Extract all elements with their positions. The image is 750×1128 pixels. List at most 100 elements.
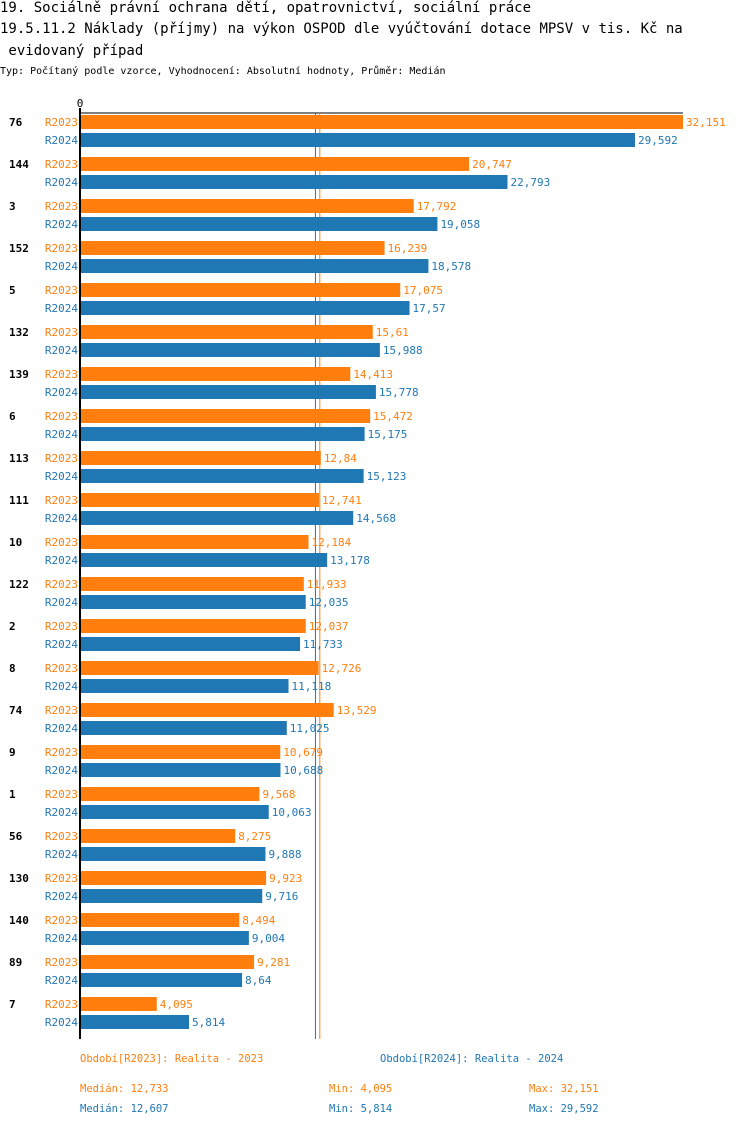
chart-title: 19. Sociálně právní ochrana dětí, opatro… [0,0,532,16]
series-label: R2024 [45,386,78,399]
bar-r2024-139 [80,385,376,399]
bar-r2023-111 [80,493,319,507]
bar-r2024-140 [80,931,249,945]
bar-r2024-9 [80,763,281,777]
data-label: 32,151 [686,116,726,129]
series-label: R2024 [45,722,78,735]
series-label: R2024 [45,470,78,483]
series-label: R2023 [45,998,78,1011]
bar-r2023-2 [80,619,306,633]
bar-r2023-152 [80,241,385,255]
series-label: R2024 [45,134,78,147]
bar-r2023-122 [80,577,304,591]
data-label: 17,57 [413,302,446,315]
series-label: R2024 [45,890,78,903]
category-label: 152 [9,242,29,255]
chart-subtitle-title: 19.5.11.2 Náklady (příjmy) na výkon OSPO… [0,21,683,37]
series-label: R2023 [45,620,78,633]
series-label: R2023 [45,494,78,507]
series-label: R2024 [45,512,78,525]
bar-r2023-8 [80,661,319,675]
series-label: R2024 [45,596,78,609]
data-label: 9,716 [265,890,298,903]
series-label: R2023 [45,704,78,717]
series-label: R2024 [45,218,78,231]
data-label: 10,688 [283,764,323,777]
bar-r2024-3 [80,217,438,231]
x-tick-label: 0 [77,97,84,110]
bar-r2024-130 [80,889,263,903]
category-label: 111 [9,494,29,507]
legend-r2023: Období[R2023]: Realita - 2023 [80,1053,264,1065]
bar-r2023-113 [80,451,321,465]
series-label: R2023 [45,746,78,759]
bar-r2024-111 [80,511,354,525]
data-label: 17,792 [417,200,457,213]
data-label: 8,494 [242,914,275,927]
data-label: 9,888 [268,848,301,861]
category-label: 140 [9,914,29,927]
data-label: 12,726 [322,662,362,675]
series-label: R2023 [45,200,78,213]
series-label: R2024 [45,428,78,441]
bar-r2024-8 [80,679,289,693]
data-label: 8,64 [245,974,272,987]
bar-r2024-122 [80,595,306,609]
data-label: 9,004 [252,932,285,945]
category-label: 2 [9,620,16,633]
bar-r2024-10 [80,553,328,567]
series-label: R2023 [45,116,78,129]
data-label: 15,988 [383,344,423,357]
series-label: R2024 [45,680,78,693]
bar-r2024-152 [80,259,429,273]
series-label: R2023 [45,578,78,591]
series-label: R2024 [45,260,78,273]
bar-r2023-89 [80,955,255,969]
bar-r2024-6 [80,427,365,441]
category-label: 5 [9,284,16,297]
bar-r2024-74 [80,721,287,735]
data-label: 12,184 [312,536,352,549]
bar-r2023-132 [80,325,373,339]
data-label: 20,747 [472,158,512,171]
bar-r2023-9 [80,745,281,759]
data-label: 5,814 [192,1016,225,1029]
data-label: 19,058 [440,218,480,231]
series-label: R2024 [45,1016,78,1029]
data-label: 9,281 [257,956,290,969]
series-label: R2023 [45,830,78,843]
series-label: R2024 [45,764,78,777]
series-label: R2023 [45,158,78,171]
category-label: 7 [9,998,16,1011]
bar-r2023-3 [80,199,414,213]
data-label: 4,095 [160,998,193,1011]
category-label: 76 [9,116,23,129]
median-r2024: Medián: 12,607 [80,1103,169,1115]
data-label: 17,075 [403,284,443,297]
category-label: 1 [9,788,16,801]
bar-r2023-10 [80,535,309,549]
category-label: 6 [9,410,16,423]
min-r2024: Min: 5,814 [329,1103,393,1115]
data-label: 22,793 [510,176,550,189]
category-label: 3 [9,200,16,213]
bar-r2023-130 [80,871,267,885]
category-label: 9 [9,746,16,759]
category-label: 144 [9,158,29,171]
bar-r2023-7 [80,997,157,1011]
data-label: 10,679 [283,746,323,759]
bar-r2024-1 [80,805,269,819]
series-label: R2024 [45,302,78,315]
series-label: R2024 [45,638,78,651]
category-label: 8 [9,662,16,675]
series-label: R2023 [45,788,78,801]
category-label: 130 [9,872,29,885]
series-label: R2023 [45,410,78,423]
series-label: R2023 [45,872,78,885]
data-label: 11,118 [292,680,332,693]
bar-r2024-132 [80,343,380,357]
data-label: 11,025 [290,722,330,735]
bar-r2024-76 [80,133,636,147]
category-label: 10 [9,536,22,549]
